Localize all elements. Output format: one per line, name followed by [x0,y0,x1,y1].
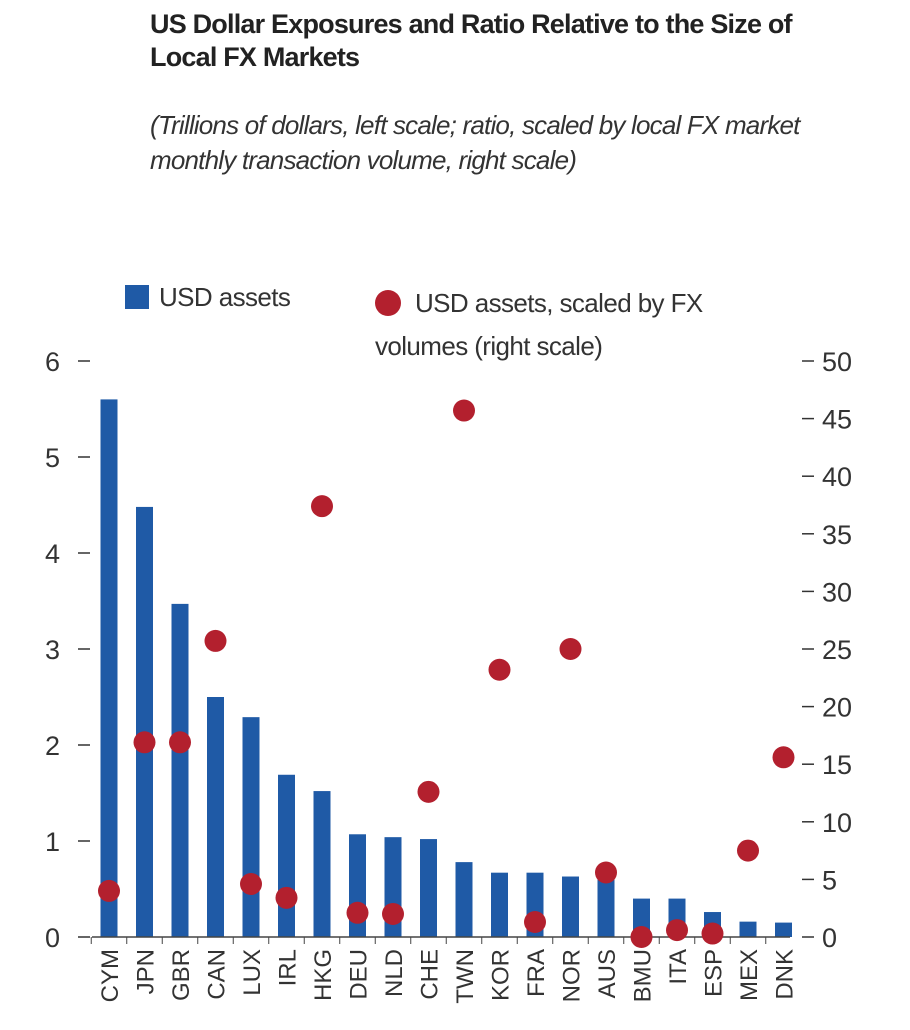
dot-NOR [559,638,582,660]
x-tick-label: CAN [204,949,231,1000]
x-tick-label: DEU [346,949,373,1000]
right-tick-label: 30 [822,577,852,607]
x-tick-label: NOR [559,949,586,1002]
right-tick-label: 50 [822,347,852,377]
bar-CAN [207,697,224,937]
left-tick-label: 0 [45,923,60,953]
dot-IRL [275,886,298,909]
x-tick-label: KOR [488,949,515,1001]
x-tick-label: CYM [97,949,124,1002]
x-tick-label: AUS [594,949,621,998]
x-tick-label: CHE [417,949,444,1000]
bar-CYM [100,399,118,937]
right-tick-label: 20 [822,693,852,723]
right-tick-label: 25 [822,635,852,665]
legend-item-dots: USD assets, scaled by FX volumes (right … [375,282,755,368]
x-tick-label: BMU [630,949,657,1002]
right-tick-label: 35 [822,520,852,550]
x-tick-label: DNK [772,949,799,1000]
chart-title: US Dollar Exposures and Ratio Relative t… [150,9,793,72]
x-tick-label: IRL [275,949,302,986]
legend-swatch-dot [375,290,401,316]
bar-LUX [242,717,260,937]
x-tick-label: ESP [701,949,728,997]
x-tick-label: MEX [736,949,763,1001]
left-tick-label: 5 [45,443,60,473]
dot-KOR [488,658,511,681]
left-tick-label: 3 [45,635,60,665]
x-tick-label: ITA [665,949,692,985]
dot-ESP [701,922,724,945]
right-tick-label: 40 [822,462,852,492]
dot-GBR [169,731,191,754]
dot-LUX [240,873,262,896]
x-tick-label: GBR [168,949,195,1001]
dot-BMU [630,926,653,948]
bar-CHE [420,839,437,937]
x-tick-label: JPN [133,949,160,994]
dot-CAN [204,629,227,652]
right-tick-label: 45 [822,405,852,435]
bar-NOR [562,876,579,937]
right-tick-label: 15 [822,750,852,780]
bar-KOR [491,872,508,937]
bar-HKG [313,791,331,937]
chart-subtitle: (Trillions of dollars, left scale; ratio… [150,110,800,175]
dot-JPN [133,731,156,754]
dot-TWN [453,399,475,422]
bar-MEX [739,921,757,937]
bar-IRL [278,774,295,937]
legend-item-bars: USD assets [125,282,291,313]
left-tick-label: 1 [45,827,60,857]
x-tick-label: NLD [381,949,408,997]
dot-FRA [524,911,546,934]
dot-CYM [98,879,120,902]
x-tick-label: TWN [452,949,479,1004]
bar-TWN [455,862,473,937]
left-tick-label: 6 [45,347,60,377]
bar-DNK [775,922,792,937]
legend-label: USD assets, scaled by FX volumes (right … [375,288,703,361]
dot-DNK [772,746,795,769]
x-tick-label: LUX [239,949,266,996]
right-tick-label: 10 [822,808,852,838]
dot-HKG [311,495,333,518]
dot-AUS [595,861,617,884]
legend-swatch-bar [125,285,149,309]
dot-ITA [666,919,688,942]
left-tick-label: 4 [45,539,60,569]
right-tick-label: 0 [822,923,837,953]
dot-DEU [346,901,369,924]
dot-CHE [417,780,440,803]
bar-AUS [597,879,615,937]
bar-JPN [136,506,153,937]
dot-MEX [737,839,759,862]
left-tick-label: 2 [45,731,60,761]
dot-NLD [382,902,404,925]
x-tick-label: HKG [310,949,337,1001]
right-tick-label: 5 [822,865,837,895]
bar-GBR [171,603,189,937]
legend-label: USD assets [159,282,291,312]
x-tick-label: FRA [523,949,550,997]
